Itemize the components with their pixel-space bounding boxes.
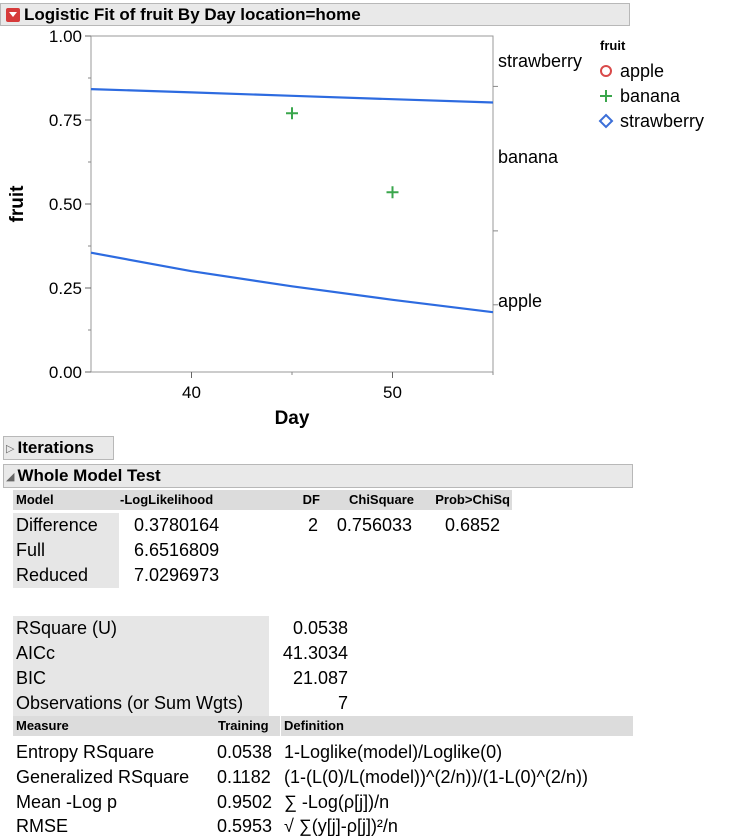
legend-marker-circle (600, 65, 612, 77)
report-title: Logistic Fit of fruit By Day location=ho… (24, 4, 361, 24)
data-points (286, 107, 399, 199)
legend-entry-label: strawberry (620, 111, 704, 131)
x-tick-label: 50 (383, 383, 402, 402)
measure-def-generalized: (1-(L(0)/L(model))^(2/n))/(1-L(0)^(2/n)) (284, 767, 588, 787)
stat-label-aicc: AICc (13, 641, 269, 666)
stat-label-rsquare: RSquare (U) (13, 616, 269, 641)
whole-model-test-header[interactable]: ◢ Whole Model Test (3, 464, 633, 488)
row-label-full: Full (13, 538, 119, 563)
difference-prob: 0.6852 (444, 515, 500, 535)
stat-label-observations: Observations (or Sum Wgts) (13, 691, 269, 716)
legend-marker-diamond (598, 113, 614, 129)
col-header-df: DF (290, 490, 322, 510)
difference-chisquare: 0.756033 (336, 515, 412, 535)
reduced-loglik: 7.0296973 (134, 565, 220, 585)
fit-curves (90, 88, 494, 314)
plot-frame (90, 35, 494, 373)
axis-ticks (85, 35, 498, 378)
axis-labels: 0.00 0.25 0.50 0.75 1.00 40 50 Day fruit strawber… (7, 27, 582, 429)
legend: fruit apple banana strawberry (598, 38, 704, 131)
measure-def-entropy: 1-Loglike(model)/Loglike(0) (284, 742, 503, 762)
right-category-label: strawberry (498, 51, 582, 71)
x-tick-label: 40 (182, 383, 201, 402)
right-category-label: banana (498, 147, 559, 167)
y-axis-label: fruit (7, 185, 28, 223)
stat-value-rsquare: 0.0538 (292, 618, 348, 638)
y-tick-label: 0.75 (49, 111, 82, 130)
legend-marker-plus (600, 90, 612, 102)
data-point-plus (286, 107, 298, 120)
col-header-prob: Prob>ChiSq (416, 490, 512, 510)
stat-label-bic: BIC (13, 666, 269, 691)
measure-label-entropy: Entropy RSquare (16, 742, 155, 762)
col-header-loglik: -LogLikelihood (116, 490, 290, 510)
legend-entry-label: apple (620, 61, 664, 81)
col-header-measure: Measure (13, 716, 216, 736)
measure-training-generalized: 0.1182 (217, 767, 271, 787)
row-label-difference: Difference (13, 513, 119, 538)
col-header-training: Training (216, 716, 280, 736)
stat-value-bic: 21.087 (292, 668, 348, 688)
measure-training-meanlogp: 0.9502 (217, 792, 273, 812)
difference-loglik: 0.3780164 (134, 515, 220, 535)
disclosure-closed-icon[interactable]: ▷ (6, 442, 15, 455)
fit-curve-banana (90, 88, 494, 104)
col-header-definition: Definition (281, 716, 633, 736)
logistic-plot: 0.00 0.25 0.50 0.75 1.00 40 50 Day fruit strawber… (7, 27, 704, 429)
data-point-plus (386, 186, 399, 199)
x-axis-label: Day (275, 408, 310, 429)
row-label-reduced: Reduced (13, 563, 119, 588)
iterations-title: Iterations (17, 438, 94, 457)
disclosure-open-icon[interactable]: ◢ (6, 470, 15, 483)
difference-df: 2 (307, 515, 318, 535)
fit-curve-apple (90, 251, 494, 314)
red-triangle-menu-icon[interactable] (6, 7, 20, 22)
full-loglik: 6.6516809 (134, 540, 220, 560)
legend-entry-label: banana (620, 86, 681, 106)
measure-def-meanlogp: ∑ -Log(ρ[j])/n (284, 792, 390, 812)
measure-label-generalized: Generalized RSquare (16, 767, 190, 787)
col-header-chisquare: ChiSquare (322, 490, 416, 510)
measure-training-entropy: 0.0538 (217, 742, 273, 762)
stat-value-aicc: 41.3034 (282, 643, 348, 663)
y-tick-label: 0.00 (49, 363, 82, 382)
logistic-fit-header[interactable]: Logistic Fit of fruit By Day location=ho… (0, 3, 630, 26)
y-tick-label: 0.50 (49, 195, 82, 214)
measure-label-meanlogp: Mean -Log p (16, 792, 118, 812)
y-tick-label: 0.25 (49, 279, 82, 298)
iterations-header[interactable]: ▷ Iterations (3, 436, 114, 460)
stat-value-observations: 7 (337, 693, 348, 713)
right-category-label: apple (498, 291, 542, 311)
col-header-model: Model (13, 490, 119, 510)
y-tick-label: 1.00 (49, 27, 82, 46)
legend-title: fruit (600, 38, 626, 53)
whole-model-test-title: Whole Model Test (17, 466, 161, 485)
